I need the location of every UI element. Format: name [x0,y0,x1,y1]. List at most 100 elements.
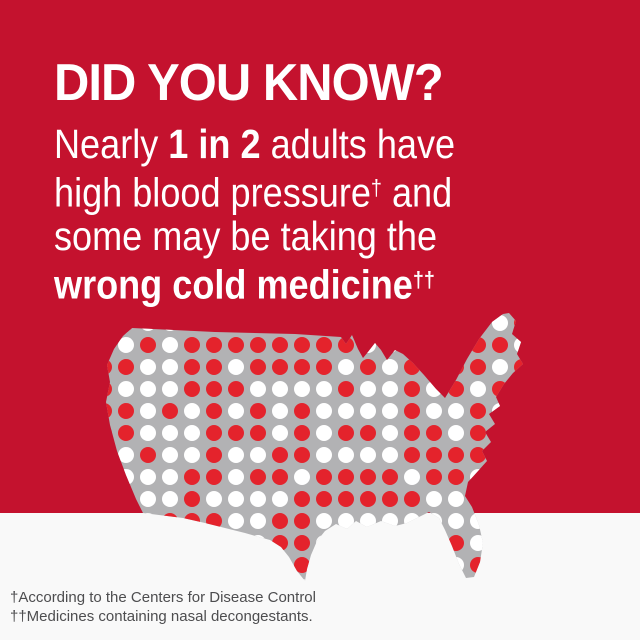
population-dot [426,359,442,375]
population-dot [228,359,244,375]
population-dot [140,381,156,397]
population-dot [118,403,134,419]
population-dot [514,491,523,507]
population-dot [514,579,523,581]
population-dot [294,403,310,419]
population-dot [140,491,156,507]
population-dot [162,337,178,353]
population-dot [118,557,134,573]
population-dot [316,315,332,331]
body-text: and [381,169,453,216]
population-dot [382,381,398,397]
population-dot [206,315,222,331]
population-dot [360,491,376,507]
population-dot [404,491,420,507]
population-dot [294,557,310,573]
population-dot [492,425,508,441]
population-dot [470,381,486,397]
population-dot [492,403,508,419]
population-dot [206,491,222,507]
population-dot [250,447,266,463]
population-dot [338,403,354,419]
population-dot [338,469,354,485]
population-dot [140,557,156,573]
population-dot [272,557,288,573]
population-dot [382,447,398,463]
population-dot [360,535,376,551]
population-dot [514,425,523,441]
population-dot [360,557,376,573]
population-dot [404,557,420,573]
population-dot [228,557,244,573]
population-dot [360,403,376,419]
population-dot [382,491,398,507]
population-dot [338,381,354,397]
population-dot [140,513,156,529]
population-dot [492,447,508,463]
population-dot [316,381,332,397]
population-dot [106,557,112,573]
population-dot [426,535,442,551]
population-dot [492,359,508,375]
population-dot [316,513,332,529]
population-dot [250,557,266,573]
population-dot [448,315,464,331]
population-dot [162,579,178,581]
population-dot [316,403,332,419]
population-dot [294,491,310,507]
population-dot [140,359,156,375]
population-dot [316,337,332,353]
population-dot [316,579,332,581]
population-dot [272,359,288,375]
population-dot [106,579,112,581]
population-dot [272,469,288,485]
population-dot [206,403,222,419]
population-dot [426,425,442,441]
population-dot [250,337,266,353]
population-dot [106,403,112,419]
population-dot [228,403,244,419]
population-dot [184,579,200,581]
population-dot [118,315,134,331]
population-dot [118,535,134,551]
population-dot [338,337,354,353]
population-dot [470,579,486,581]
population-dot [118,513,134,529]
population-dot [140,315,156,331]
population-dot [492,469,508,485]
us-dot-map [95,310,535,588]
population-dot [140,469,156,485]
population-dot [360,381,376,397]
population-dot [184,425,200,441]
population-dot [184,513,200,529]
population-dot [514,469,523,485]
population-dot [228,513,244,529]
population-dot [106,491,112,507]
population-dot [118,381,134,397]
population-dot [140,337,156,353]
population-dot [360,513,376,529]
population-dot [250,491,266,507]
population-dot [140,425,156,441]
population-dot [470,491,486,507]
population-dot [250,535,266,551]
population-dot [118,425,134,441]
population-dot [106,425,112,441]
population-dot [426,447,442,463]
population-dot [492,579,508,581]
population-dot [294,381,310,397]
population-dot [338,557,354,573]
population-dot [184,469,200,485]
population-dot [250,315,266,331]
population-dot [272,513,288,529]
population-dot [206,535,222,551]
population-dot [338,491,354,507]
population-dot [448,469,464,485]
population-dot [250,403,266,419]
population-dot [250,381,266,397]
population-dot [118,359,134,375]
population-dot [184,557,200,573]
population-dot [426,381,442,397]
population-dot [448,447,464,463]
population-dot [294,315,310,331]
